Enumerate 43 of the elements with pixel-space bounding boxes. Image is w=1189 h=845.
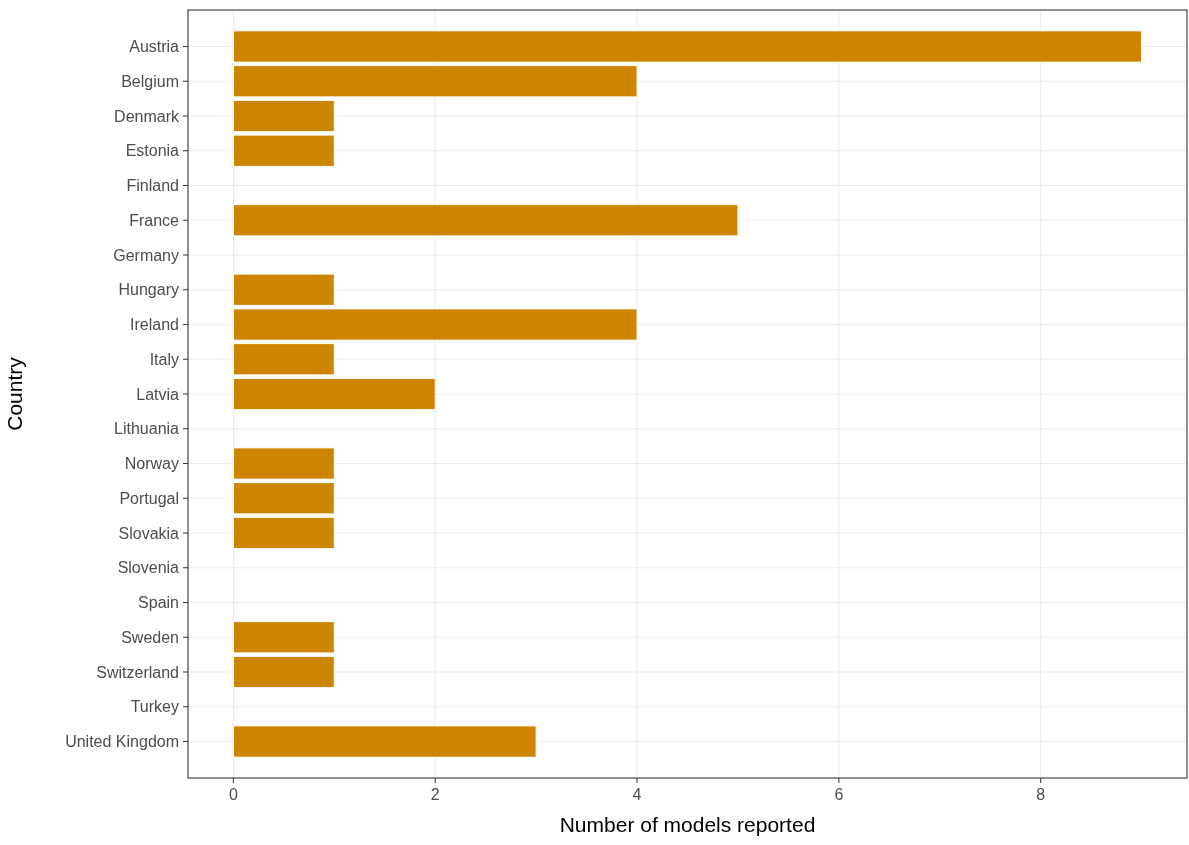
y-tick-label: Germany [113, 246, 179, 264]
y-tick-label: Hungary [118, 281, 179, 299]
y-tick-label: Slovenia [117, 559, 180, 577]
bar [232, 516, 335, 550]
bar [232, 99, 335, 133]
y-tick-label: Turkey [130, 698, 179, 716]
bar [232, 621, 335, 654]
bar [232, 725, 537, 758]
y-tick-label: Norway [124, 455, 179, 473]
y-tick-label: Latvia [136, 385, 180, 403]
y-tick-label: Slovakia [118, 524, 180, 542]
y-tick-label: Estonia [125, 142, 180, 160]
y-axis-title: Country [3, 356, 26, 431]
bar [232, 447, 335, 480]
y-tick-label: Finland [126, 177, 179, 195]
bar [232, 655, 335, 689]
y-tick-label: Italy [149, 350, 179, 368]
x-axis-title: Number of models reported [559, 813, 816, 836]
bar [232, 204, 739, 237]
bar [232, 273, 335, 306]
x-tick-label: 2 [430, 786, 440, 803]
bar [232, 343, 335, 376]
y-tick-label: Lithuania [114, 420, 180, 438]
x-tick-label: 0 [228, 786, 238, 803]
bar [232, 308, 638, 341]
y-tick-label: Sweden [121, 628, 179, 646]
y-tick-label: Ireland [130, 316, 179, 334]
y-tick-label: France [129, 211, 180, 229]
y-tick-label: United Kingdom [65, 733, 179, 751]
x-tick-label: 8 [1036, 786, 1046, 803]
x-tick-label: 6 [834, 786, 844, 803]
bar [232, 377, 436, 411]
bar [232, 482, 335, 515]
y-tick-label: Spain [138, 594, 179, 612]
y-tick-label: Austria [129, 38, 180, 56]
y-tick-label: Belgium [121, 72, 179, 90]
y-tick-label: Switzerland [96, 663, 179, 681]
y-tick-label: Denmark [114, 107, 180, 125]
bar [232, 30, 1143, 63]
bar [232, 134, 335, 167]
x-tick-label: 4 [632, 786, 642, 803]
y-tick-label: Portugal [119, 489, 179, 507]
bar [232, 65, 638, 98]
